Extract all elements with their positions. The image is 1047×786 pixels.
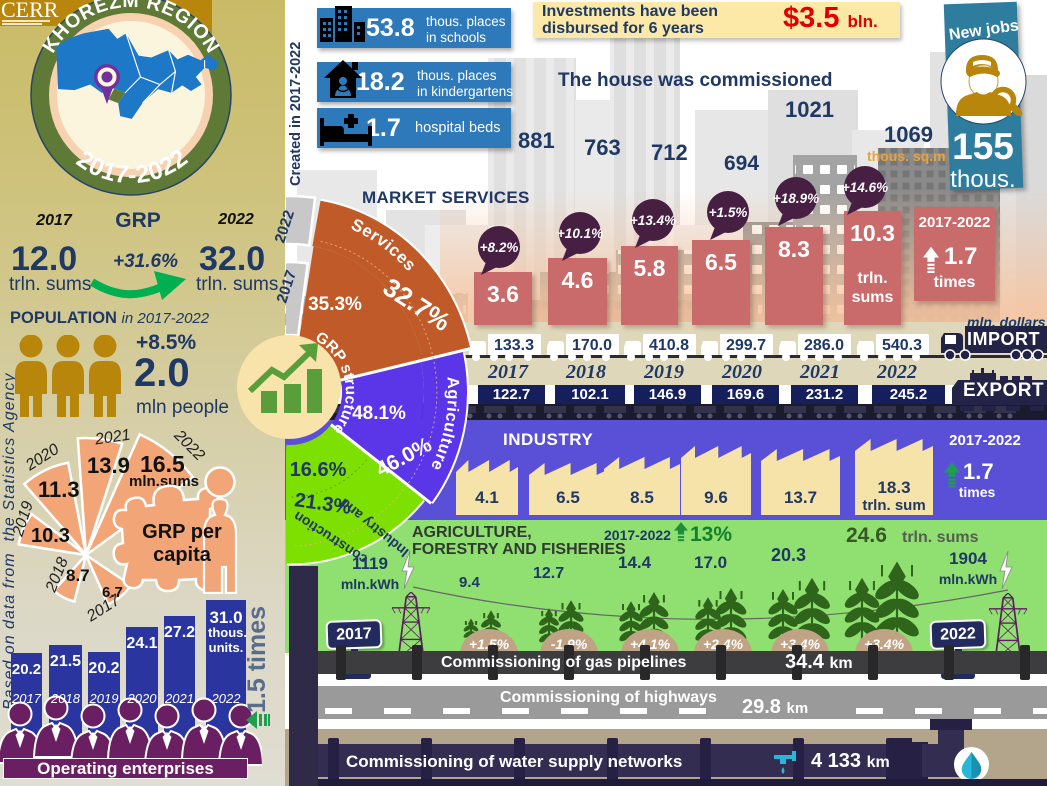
svg-text:133.3: 133.3 <box>494 337 534 354</box>
svg-text:540.3: 540.3 <box>882 337 922 354</box>
svg-text:170.0: 170.0 <box>572 337 612 354</box>
svg-text:+18.9%: +18.9% <box>773 191 819 206</box>
svg-text:-1.9%: -1.9% <box>551 636 588 652</box>
svg-text:410.8: 410.8 <box>649 337 689 354</box>
svg-text:+1.5%: +1.5% <box>709 205 748 220</box>
svg-text:+2.4%: +2.4% <box>703 636 744 652</box>
svg-text:+1.5%: +1.5% <box>469 636 510 652</box>
svg-text:+10.1%: +10.1% <box>557 226 603 241</box>
svg-text:286.0: 286.0 <box>804 337 844 354</box>
svg-text:299.7: 299.7 <box>726 337 766 354</box>
svg-text:35.3%: 35.3% <box>308 294 362 315</box>
svg-text:+3.4%: +3.4% <box>780 636 821 652</box>
svg-text:48.1%: 48.1% <box>352 403 406 424</box>
svg-text:+8.2%: +8.2% <box>480 240 519 255</box>
svg-text:16.6%: 16.6% <box>290 459 347 481</box>
svg-text:+14.6%: +14.6% <box>842 180 888 195</box>
svg-text:+13.4%: +13.4% <box>630 213 676 228</box>
